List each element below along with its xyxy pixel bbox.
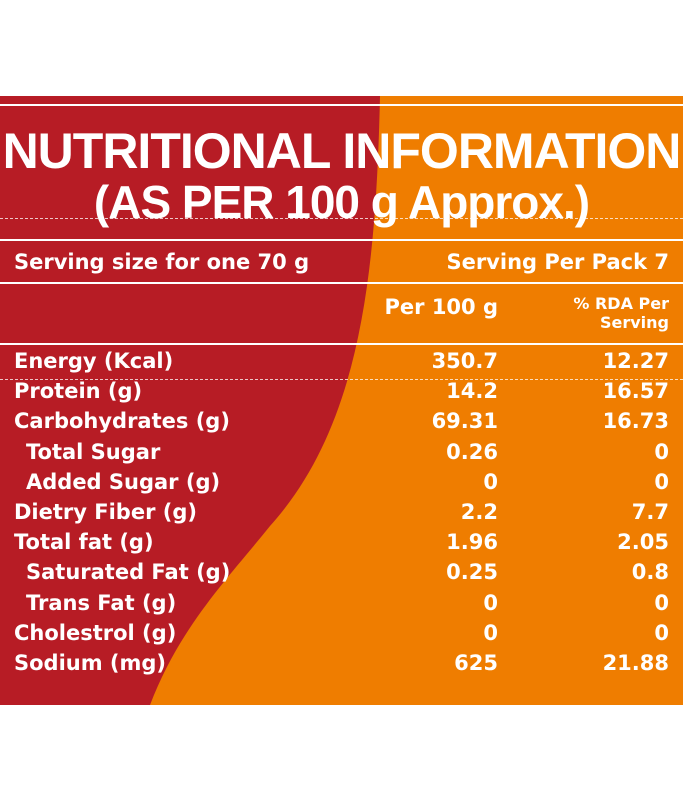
serving-top-rule — [0, 239, 683, 241]
red-curved-background — [0, 96, 380, 705]
title-line-2: (AS PER 100 g Approx.) — [93, 176, 590, 228]
serving-per-pack-label: Serving Per Pack 7 — [446, 250, 669, 274]
header-bottom-rule — [0, 343, 683, 345]
serving-size-label: Serving size for one 70 g — [14, 250, 310, 274]
nutrient-name: Carbohydrates (g) — [14, 409, 230, 434]
table-row: Protein (g) 14.2 16.57 — [0, 379, 683, 409]
per-100g-value: 14.2 — [446, 379, 498, 404]
rda-value: 0 — [654, 469, 669, 494]
per-100g-value: 69.31 — [431, 409, 498, 434]
table-row: Trans Fat (g) 0 0 — [0, 591, 683, 621]
rda-value: 16.57 — [602, 379, 669, 404]
header-top-rule — [0, 282, 683, 284]
title-line-1: NUTRITIONAL INFORMATION — [2, 123, 682, 179]
nutrition-panel: NUTRITIONAL INFORMATION (AS PER 100 g Ap… — [0, 96, 683, 705]
rda-value: 0 — [654, 590, 669, 615]
column-header-per-100g: Per 100 g — [384, 295, 498, 319]
nutrient-name: Total fat (g) — [14, 530, 154, 555]
rda-header-line-1: % RDA Per — [573, 294, 669, 313]
nutrient-name: Protein (g) — [14, 379, 143, 404]
table-row: Added Sugar (g) 0 0 — [0, 470, 683, 500]
rda-value: 12.27 — [602, 349, 669, 373]
per-100g-value: 0.25 — [446, 560, 498, 585]
nutrient-name: Trans Fat (g) — [26, 590, 177, 615]
rda-value: 7.7 — [631, 500, 669, 524]
per-100g-value: 0.26 — [446, 439, 498, 464]
table-row: Total Sugar 0.26 0 — [0, 440, 683, 470]
nutrient-name: Added Sugar (g) — [26, 469, 221, 494]
column-header-rda: % RDA Per Serving — [573, 294, 669, 332]
table-row: Dietry Fiber (g) 2.2 7.7 — [0, 500, 683, 530]
rda-value: 16.73 — [602, 409, 669, 434]
table-row: Saturated Fat (g) 0.25 0.8 — [0, 560, 683, 590]
top-rule — [0, 104, 683, 106]
rda-value: 0.8 — [631, 560, 669, 585]
title-dotted-rule — [0, 218, 683, 219]
per-100g-value: 2.2 — [460, 500, 498, 524]
per-100g-value: 0 — [483, 620, 498, 645]
rda-value: 2.05 — [617, 530, 669, 555]
per-100g-value: 0 — [483, 469, 498, 494]
rda-value: 21.88 — [602, 651, 669, 675]
per-100g-value: 350.7 — [431, 349, 498, 373]
per-100g-value: 0 — [483, 590, 498, 615]
nutrient-name: Sodium (mg) — [14, 651, 167, 675]
rda-header-line-2: Serving — [599, 313, 669, 332]
per-100g-value: 625 — [454, 651, 498, 675]
table-row: Carbohydrates (g) 69.31 16.73 — [0, 409, 683, 439]
table-row: Cholestrol (g) 0 0 — [0, 621, 683, 651]
rda-value: 0 — [654, 439, 669, 464]
table-row: Energy (Kcal) 350.7 12.27 — [0, 349, 683, 379]
per-100g-value: 1.96 — [446, 530, 498, 555]
nutrient-name: Energy (Kcal) — [14, 349, 174, 373]
nutrient-name: Cholestrol (g) — [14, 620, 177, 645]
nutrient-name: Total Sugar — [26, 439, 161, 464]
nutrient-name: Saturated Fat (g) — [26, 560, 231, 585]
table-row: Sodium (mg) 625 21.88 — [0, 651, 683, 681]
nutrient-name: Dietry Fiber (g) — [14, 500, 197, 524]
panel-background — [0, 96, 683, 705]
energy-dotted-rule — [0, 379, 683, 380]
rda-value: 0 — [654, 620, 669, 645]
table-row: Total fat (g) 1.96 2.05 — [0, 530, 683, 560]
